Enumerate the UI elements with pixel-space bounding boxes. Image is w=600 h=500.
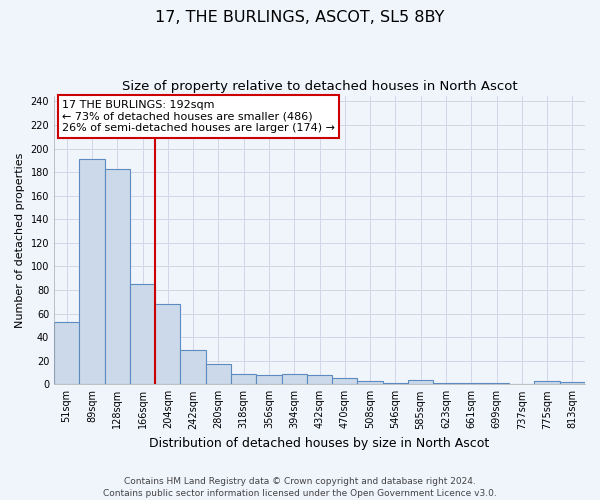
Bar (104, 168, 130, 384)
Bar (181, 350, 206, 384)
Bar (408, 380, 433, 384)
Bar (332, 378, 358, 384)
Text: 17 THE BURLINGS: 192sqm
← 73% of detached houses are smaller (486)
26% of semi-d: 17 THE BURLINGS: 192sqm ← 73% of detache… (62, 100, 335, 133)
Title: Size of property relative to detached houses in North Ascot: Size of property relative to detached ho… (122, 80, 517, 93)
Bar (458, 383, 484, 384)
Bar (560, 382, 585, 384)
Bar (484, 383, 509, 384)
Text: Contains HM Land Registry data © Crown copyright and database right 2024.
Contai: Contains HM Land Registry data © Crown c… (103, 476, 497, 498)
Bar (155, 304, 181, 384)
Bar (281, 374, 307, 384)
Bar (206, 364, 231, 384)
Bar (433, 383, 458, 384)
X-axis label: Distribution of detached houses by size in North Ascot: Distribution of detached houses by size … (149, 437, 490, 450)
Bar (256, 375, 281, 384)
Y-axis label: Number of detached properties: Number of detached properties (15, 152, 25, 328)
Bar (79, 159, 104, 384)
Bar (535, 381, 560, 384)
Bar (358, 381, 383, 384)
Text: 17, THE BURLINGS, ASCOT, SL5 8BY: 17, THE BURLINGS, ASCOT, SL5 8BY (155, 10, 445, 25)
Bar (383, 383, 408, 384)
Bar (130, 284, 155, 384)
Bar (307, 375, 332, 384)
Bar (54, 322, 79, 384)
Bar (231, 374, 256, 384)
